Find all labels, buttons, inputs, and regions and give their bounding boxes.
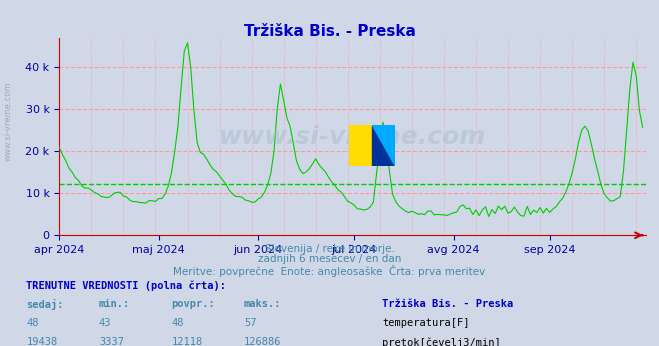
Text: 48: 48 bbox=[171, 318, 184, 328]
Text: 19438: 19438 bbox=[26, 337, 57, 346]
Text: 43: 43 bbox=[99, 318, 111, 328]
Text: pretok[čevelj3/min]: pretok[čevelj3/min] bbox=[382, 337, 501, 346]
Text: Tržiška Bis. - Preska: Tržiška Bis. - Preska bbox=[382, 299, 513, 309]
Text: www.si-vreme.com: www.si-vreme.com bbox=[219, 125, 486, 149]
Text: maks.:: maks.: bbox=[244, 299, 281, 309]
Text: TRENUTNE VREDNOSTI (polna črta):: TRENUTNE VREDNOSTI (polna črta): bbox=[26, 280, 226, 291]
Text: 48: 48 bbox=[26, 318, 39, 328]
Bar bbox=[349, 125, 372, 166]
Text: 57: 57 bbox=[244, 318, 256, 328]
Polygon shape bbox=[372, 125, 395, 166]
Text: Slovenija / reke in morje.: Slovenija / reke in morje. bbox=[264, 244, 395, 254]
Text: povpr.:: povpr.: bbox=[171, 299, 215, 309]
Text: temperatura[F]: temperatura[F] bbox=[382, 318, 470, 328]
Text: 12118: 12118 bbox=[171, 337, 202, 346]
Text: Meritve: povprečne  Enote: angleosaške  Črta: prva meritev: Meritve: povprečne Enote: angleosaške Čr… bbox=[173, 265, 486, 277]
Text: Tržiška Bis. - Preska: Tržiška Bis. - Preska bbox=[244, 24, 415, 39]
Text: 3337: 3337 bbox=[99, 337, 124, 346]
Text: zadnjih 6 mesecev / en dan: zadnjih 6 mesecev / en dan bbox=[258, 254, 401, 264]
Text: sedaj:: sedaj: bbox=[26, 299, 64, 310]
Text: min.:: min.: bbox=[99, 299, 130, 309]
Bar bbox=[372, 125, 395, 166]
Text: www.si-vreme.com: www.si-vreme.com bbox=[3, 81, 13, 161]
Text: 126886: 126886 bbox=[244, 337, 281, 346]
